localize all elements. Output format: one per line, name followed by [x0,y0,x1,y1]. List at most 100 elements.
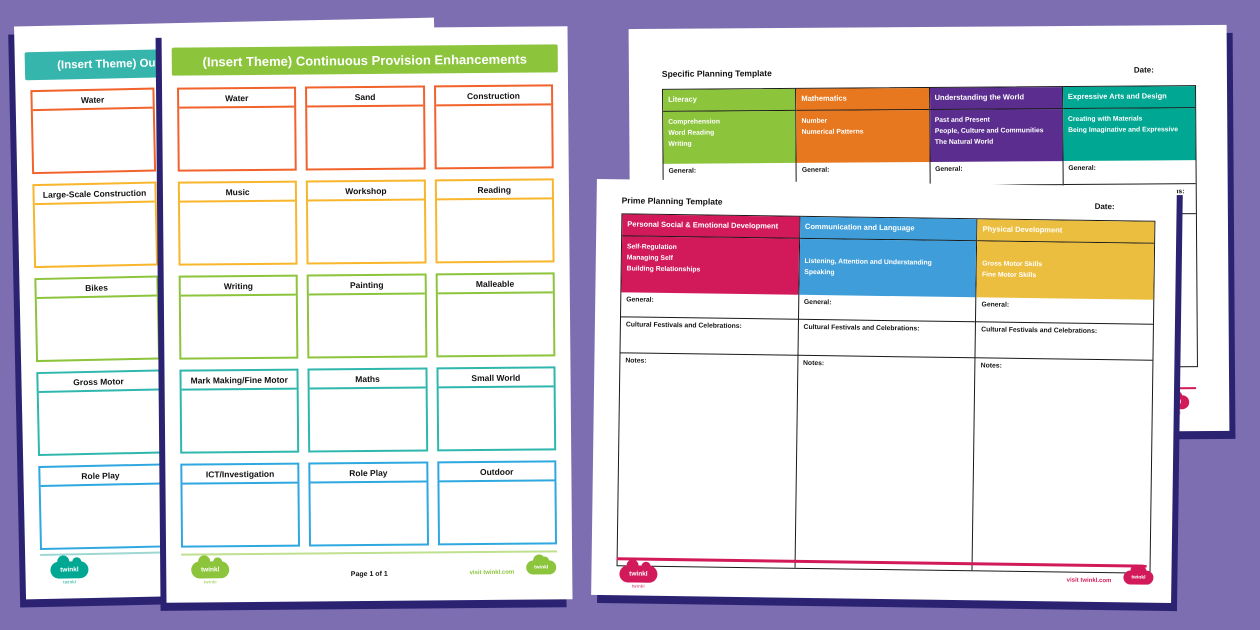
column-aspects: Comprehension Word Reading Writing [663,110,796,164]
provision-box-label: Water [32,89,153,112]
aspect-label: Comprehension [668,118,721,126]
twinkl-wordmark: twinkl [60,566,79,574]
general-cell[interactable]: General: [930,161,1063,186]
cultural-cell[interactable]: Cultural Festivals and Celebrations: [975,322,1153,361]
page-prime-planning: Prime Planning Template Date: Personal S… [591,178,1177,604]
provision-box-reading: Reading [434,178,555,264]
specific-template-title: Specific Planning Template [661,68,772,79]
provision-box-writing: Writing [178,274,299,360]
provision-box-outdoor: Outdoor [436,460,557,546]
provision-box-label: Small World [438,368,554,389]
notes-cell[interactable]: Notes: [625,357,647,365]
date-label: Date: [1133,65,1154,75]
aspect-label: Number [801,117,828,125]
column-title: Personal Social & Emotional Development [622,214,800,239]
column-aspects: Self-Regulation Managing Self Building R… [621,236,799,295]
twinkl-logo-icon: twinkl twinkl [616,565,660,589]
twinkl-subtext: twinkl [203,579,217,585]
provision-box-construction: Construction [433,84,554,170]
site-link[interactable]: visit twinkl.com [1066,577,1112,585]
provision-box-label: Gross Motor [38,371,159,394]
provision-box-role-play: Role Play [308,461,429,547]
twinkl-logo-icon: twinkl [1121,570,1155,585]
notes-cell[interactable]: Notes: [803,359,825,368]
aspect-label: Fine Motor Skills [981,271,1037,280]
column-physical-development: Physical Development Gross Motor Skills … [973,219,1155,572]
provision-row-2: Music Workshop Reading [177,178,555,266]
cultural-cell[interactable]: Cultural Festivals and Celebrations: [798,319,976,359]
provision-box-label: Maths [309,369,426,390]
provision-box-label: Mark Making/Fine Motor [181,370,297,391]
provision-box-label: Bikes [36,277,157,300]
aspect-label: Being Imaginative and Expressive [1068,126,1179,135]
twinkl-logo-icon: twinkl [524,560,558,575]
provision-box-painting: Painting [306,273,428,359]
provision-box-label: Outdoor [438,462,555,483]
prime-template-title: Prime Planning Template [621,195,723,207]
column-communication-language: Communication and Language Listening, At… [795,216,978,571]
provision-box-music: Music [177,180,298,266]
aspect-label: Creating with Materials [1067,115,1143,124]
general-cell[interactable]: General: [798,294,976,323]
aspect-label: Past and Present [934,116,990,124]
provision-box-label: Malleable [437,274,553,295]
twinkl-wordmark: twinkl [629,570,648,578]
provision-box-label: Large-Scale Construction [34,183,155,206]
provision-box-workshop: Workshop [306,179,427,265]
aspect-label: Speaking [804,268,835,277]
column-title: Communication and Language [799,216,977,242]
aspect-label: The Natural World [934,138,994,146]
aspect-label: Building Relationships [626,265,701,274]
column-title: Understanding the World [929,87,1062,110]
notes-cell[interactable]: Notes: [980,362,1002,370]
provision-box-label: Music [179,182,296,203]
aspect-label: People, Culture and Communities [934,127,1044,135]
provision-box: Bikes [34,275,161,363]
column-title: Physical Development [977,219,1155,244]
site-link[interactable]: visit twinkl.com [469,569,515,577]
provision-row-5: ICT/Investigation Role Play Outdoor [180,460,557,548]
column-aspects: Number Numerical Patterns [796,109,930,163]
aspect-label: Writing [668,140,692,148]
provision-box: Gross Motor [36,369,163,457]
column-aspects: Listening, Attention and Understanding S… [799,238,977,298]
column-aspects: Creating with Materials Being Imaginativ… [1062,108,1196,162]
column-psed: Personal Social & Emotional Development … [617,214,801,568]
page-continuous-provision: (Insert Theme) Continuous Provision Enha… [161,26,573,603]
provision-row-3: Writing Painting Malleable [178,272,556,360]
provision-box: Water [30,87,157,175]
general-cell[interactable]: General: [1063,160,1196,186]
provision-row-1: Water Sand Construction [177,84,554,172]
provision-box-water: Water [177,86,298,172]
provision-box-small-world: Small World [436,366,557,452]
aspect-label: Word Reading [668,129,715,137]
provision-box-maths: Maths [307,367,428,453]
prime-planning-table: Personal Social & Emotional Development … [616,213,1156,574]
twinkl-wordmark: twinkl [200,566,220,574]
column-aspects: Past and Present People, Culture and Com… [929,109,1063,162]
provision-box-label: Construction [435,86,552,107]
provision-box-label: Workshop [308,181,424,202]
column-title: Expressive Arts and Design [1062,86,1196,110]
date-label: Date: [1094,201,1115,212]
provision-box-label: Writing [180,276,297,297]
provision-box-label: Role Play [40,465,161,488]
provision-box-label: ICT/Investigation [182,464,298,485]
general-cell[interactable]: General: [621,292,799,320]
provision-box-label: Painting [308,275,425,296]
column-aspects: Gross Motor Skills Fine Motor Skills [976,241,1155,300]
provision-box: Role Play [38,463,164,551]
provision-box-label: Water [179,88,295,109]
aspect-label: Numerical Patterns [801,128,864,136]
provision-box: Large-Scale Construction [32,181,159,269]
provision-box-label: Role Play [310,463,427,484]
provision-box-label: Reading [436,180,552,201]
provision-box-mark-making: Mark Making/Fine Motor [179,368,300,454]
twinkl-wordmark: twinkl [534,564,549,571]
column-title: Mathematics [796,87,929,111]
general-cell[interactable]: General: [976,297,1154,325]
twinkl-logo-icon: twinkl twinkl [47,561,91,585]
column-title: Literacy [663,88,796,112]
cultural-cell[interactable]: Cultural Festivals and Celebrations: [620,317,798,356]
provision-box-sand: Sand [305,85,426,171]
